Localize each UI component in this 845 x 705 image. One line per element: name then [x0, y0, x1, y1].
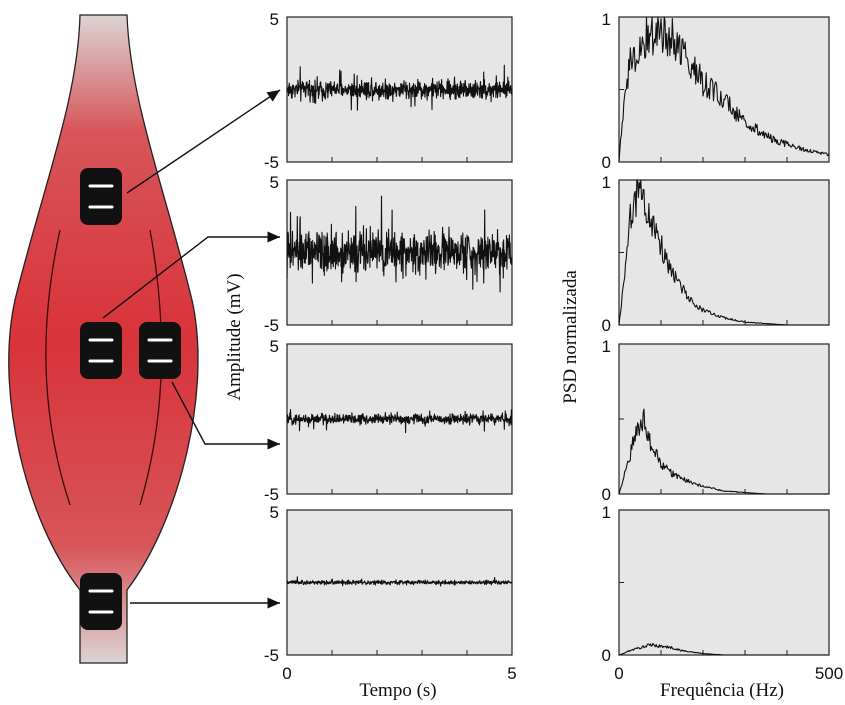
time-1-panel: 5 -5 [264, 10, 513, 172]
psd-3-trace [618, 408, 829, 495]
y-tick-label: 5 [270, 173, 279, 192]
psd-axis-title: PSD normalizada [560, 270, 581, 404]
x-tick-label: 0 [614, 664, 623, 683]
y-tick-label: 0 [602, 316, 611, 335]
arrow-1 [126, 89, 281, 194]
y-tick-label: 5 [270, 337, 279, 356]
time-3-panel: 5 -5 [264, 337, 513, 504]
electrode [80, 322, 122, 379]
y-tick-label: -5 [264, 316, 279, 335]
y-tick-label: 1 [602, 173, 611, 192]
psd-2-plot-area [618, 179, 830, 326]
y-tick-label: -5 [264, 485, 279, 504]
psd-4-plot-area [618, 509, 830, 656]
amplitude-axis-title: Amplitude (mV) [224, 273, 245, 400]
y-tick-label: -5 [264, 153, 279, 172]
electrode [80, 168, 122, 225]
time-axis-title: Tempo (s) [359, 680, 436, 701]
time-4-trace [286, 576, 513, 587]
y-tick-label: 0 [602, 646, 611, 665]
x-tick-label: 500 [815, 664, 843, 683]
muscle-diagram [8, 14, 199, 664]
arrow-2 [102, 231, 280, 319]
muscle-fiber-line [45, 229, 71, 506]
psd-4-trace [618, 642, 829, 656]
y-tick-label: 5 [270, 10, 279, 29]
psd-2-trace [618, 179, 829, 326]
time-1-trace [286, 64, 513, 111]
y-tick-label: 5 [270, 503, 279, 522]
x-tick-label: 0 [282, 664, 291, 683]
time-4-panel: 5 -50 5 [264, 503, 517, 683]
y-tick-label: 1 [602, 503, 611, 522]
psd-1-plot-area [618, 16, 830, 163]
y-tick-label: 0 [602, 485, 611, 504]
psd-3-plot-area [618, 343, 830, 495]
psd-2-panel: 10 [602, 173, 830, 335]
y-tick-label: 1 [602, 10, 611, 29]
time-3-trace [286, 408, 513, 434]
y-tick-label: 1 [602, 337, 611, 356]
connector-arrows [102, 89, 281, 609]
psd-3-panel: 10 [602, 337, 830, 504]
freq-axis-title: Frequência (Hz) [660, 680, 784, 701]
electrode [139, 322, 181, 379]
x-tick-label: 5 [507, 664, 516, 683]
time-2-trace [286, 195, 513, 293]
psd-1-trace [618, 16, 830, 163]
y-tick-label: 0 [602, 153, 611, 172]
electrode [80, 573, 122, 630]
time-2-panel: 5 -5 [264, 173, 513, 335]
psd-4-panel: 1 00 500 [602, 503, 844, 683]
arrow-3 [171, 381, 280, 450]
y-tick-label: -5 [264, 646, 279, 665]
psd-1-panel: 10 [602, 10, 830, 172]
